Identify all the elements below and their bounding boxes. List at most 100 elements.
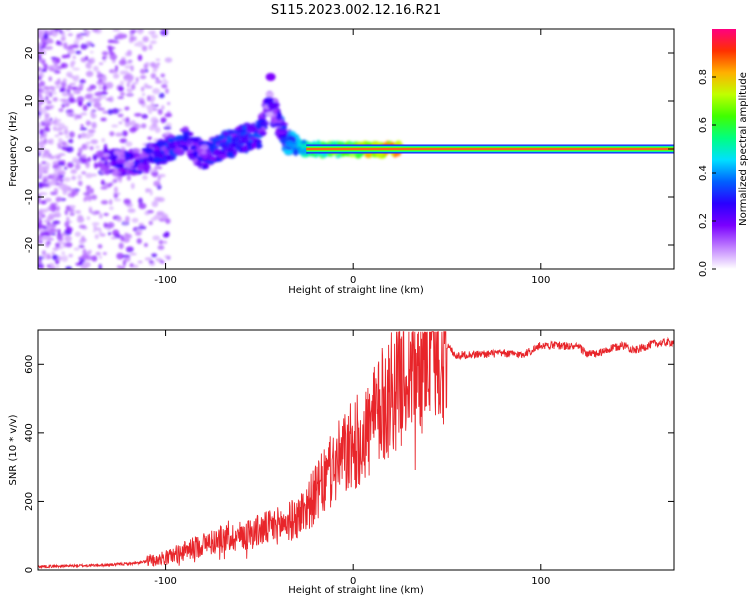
heatmap-cell [148, 44, 153, 51]
heatmap-cell [98, 263, 102, 269]
heatmap-cell [163, 254, 171, 259]
heatmap-cell [119, 138, 128, 144]
heatmap-cell [162, 78, 167, 81]
heatmap-cell [141, 92, 146, 96]
heatmap-cell [138, 197, 143, 205]
heatmap-cell [101, 76, 107, 81]
heatmap-cell [114, 163, 125, 169]
snr-y-axis-label: SNR (10 * v/v) [8, 414, 19, 485]
heatmap-cell [89, 187, 94, 194]
heatmap-cell [44, 126, 51, 133]
heatmap-cell [182, 126, 189, 132]
heatmap-cell [209, 145, 215, 153]
heatmap-cell [74, 231, 81, 237]
heatmap-cell [66, 71, 73, 75]
heatmap-cell [163, 80, 169, 84]
heatmap-cell [83, 192, 91, 196]
heatmap-cell [132, 152, 141, 157]
heatmap-cell [89, 84, 97, 90]
heatmap-cell [161, 213, 169, 220]
heatmap-cell [85, 40, 92, 45]
heatmap-cell [67, 236, 72, 241]
heatmap-cell [65, 205, 71, 211]
heatmap-cell [136, 228, 143, 233]
heatmap-cell [157, 245, 165, 250]
heatmap-cell [38, 29, 42, 33]
heatmap-cell [123, 198, 131, 204]
heatmap-cell [66, 111, 70, 117]
heatmap-cell [97, 244, 103, 249]
heatmap-cell [150, 102, 155, 109]
heatmap-cell [44, 181, 49, 184]
heatmap-cell [127, 208, 136, 213]
heatmap-cell [144, 148, 154, 155]
heatmap-cell [38, 142, 42, 146]
heatmap-cell [265, 91, 275, 96]
heatmap-cell [126, 106, 130, 110]
heatmap-cell [41, 29, 46, 33]
heatmap-cell [112, 73, 120, 79]
heatmap-cell [91, 29, 100, 33]
heatmap-cell [41, 68, 48, 73]
heatmap-cell [80, 154, 87, 159]
heatmap-cell [60, 87, 65, 92]
heatmap-cell [52, 164, 60, 170]
heatmap-cell [85, 162, 90, 169]
heatmap-cell [111, 124, 119, 128]
heatmap-cell [133, 36, 137, 41]
heatmap-cell [56, 118, 62, 122]
heatmap-cell [72, 55, 76, 60]
heatmap-cell [74, 163, 81, 170]
heatmap-cell [38, 32, 42, 39]
heatmap-cell [110, 39, 116, 43]
heatmap-cell [43, 87, 51, 91]
heatmap-cell [200, 150, 207, 155]
heatmap-cell [67, 84, 73, 91]
heatmap-cell [131, 29, 137, 33]
heatmap-cell [66, 226, 72, 230]
heatmap-cell [152, 69, 158, 73]
heatmap-cell [62, 78, 67, 84]
heatmap-cell [72, 67, 80, 71]
heatmap-cell [251, 133, 261, 138]
heatmap-cell [61, 103, 66, 109]
heatmap-cell [69, 212, 75, 216]
heatmap-cell [85, 132, 91, 139]
heatmap-cell [259, 131, 267, 137]
heatmap-cell [61, 232, 67, 237]
heatmap-cell [38, 104, 42, 111]
heatmap-cell [192, 150, 199, 158]
x-tick-label: 100 [531, 576, 550, 587]
heatmap-cell [65, 242, 73, 248]
heatmap-cell [155, 79, 162, 84]
heatmap-cell [125, 141, 133, 147]
heatmap-cell [197, 141, 206, 145]
snr-frame [37, 329, 675, 571]
heatmap-cell [52, 126, 57, 131]
y-tick-label: 200 [24, 492, 35, 511]
heatmap-cell [142, 157, 150, 163]
heatmap-cell [47, 155, 56, 160]
heatmap-cell [107, 231, 112, 236]
heatmap-cell [85, 141, 91, 145]
heatmap-cell [139, 68, 146, 74]
heatmap-cell [70, 60, 76, 65]
heatmap-cell [40, 145, 45, 152]
heatmap-cell [120, 234, 125, 242]
heatmap-cell [109, 199, 113, 205]
heatmap-cell [112, 229, 120, 237]
y-tick-label: 20 [24, 47, 35, 60]
heatmap-cell [130, 182, 135, 190]
spectrogram-x-axis-label: Height of straight line (km) [288, 285, 424, 296]
heatmap-cell [45, 46, 53, 50]
heatmap-cell [148, 30, 155, 35]
heatmap-cell [59, 237, 64, 241]
heatmap-cell [109, 53, 118, 61]
heatmap-cell [101, 51, 108, 56]
heatmap-cell [38, 210, 43, 216]
heatmap-cell [132, 169, 139, 174]
colorbar-tick-label: 0.4 [698, 165, 709, 181]
heatmap-cell [79, 258, 86, 264]
heatmap-cell [118, 242, 124, 250]
heatmap-cell [160, 73, 165, 78]
